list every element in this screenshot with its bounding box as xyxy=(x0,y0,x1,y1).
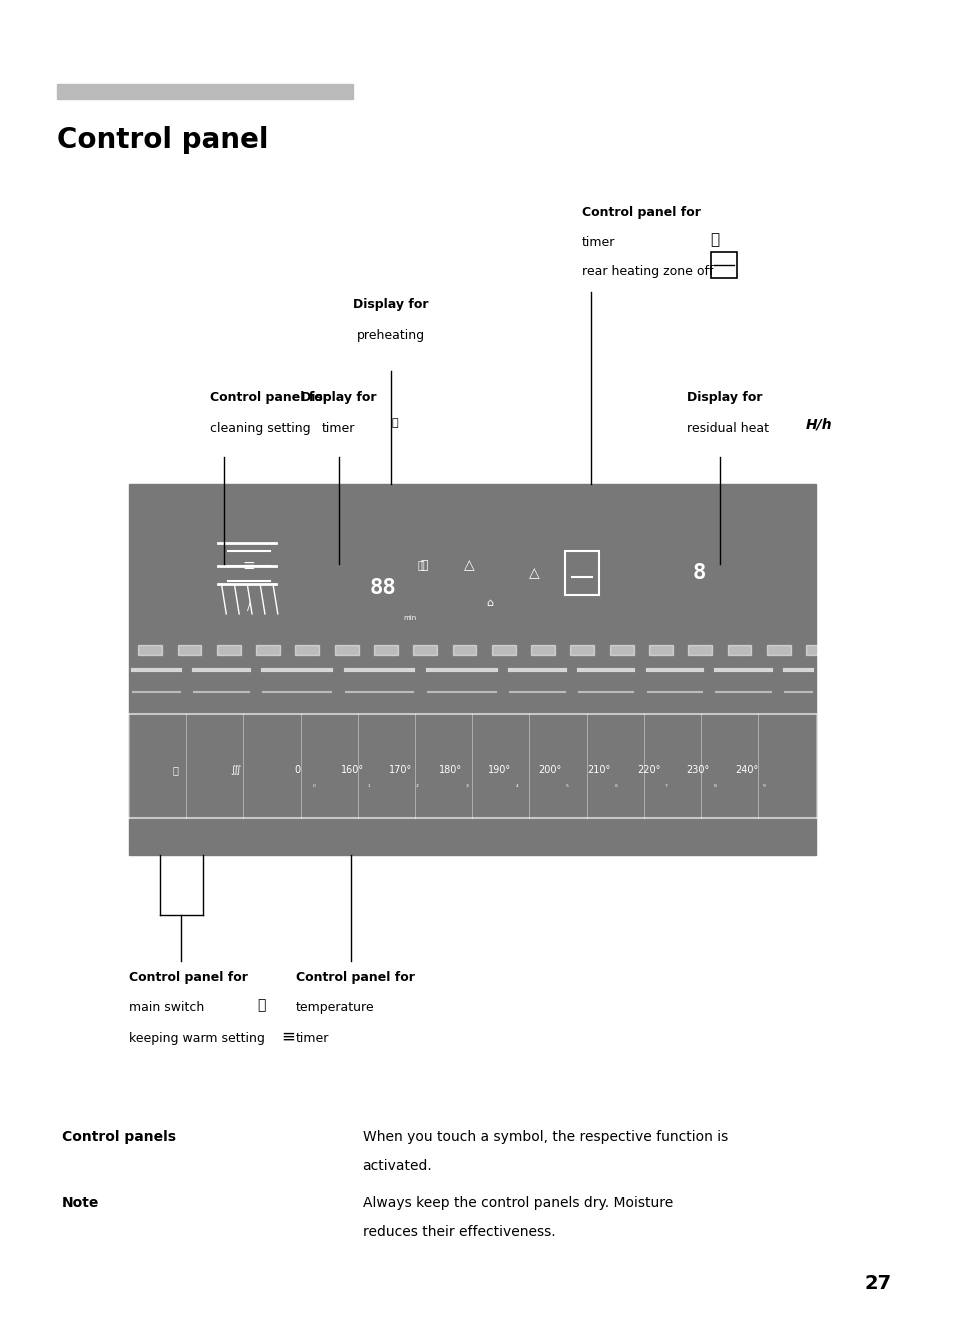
Text: Display for: Display for xyxy=(300,391,376,404)
Text: H/h: H/h xyxy=(805,418,832,432)
Text: Control panel for: Control panel for xyxy=(129,971,248,984)
Text: cleaning setting: cleaning setting xyxy=(210,422,310,435)
Text: Control panel for: Control panel for xyxy=(210,391,329,404)
Bar xyxy=(295,646,319,655)
Bar xyxy=(609,646,633,655)
Bar xyxy=(531,646,555,655)
Text: reduces their effectiveness.: reduces their effectiveness. xyxy=(362,1225,555,1240)
Text: ₃: ₃ xyxy=(466,782,468,788)
Bar xyxy=(687,646,711,655)
Text: Note: Note xyxy=(62,1196,99,1211)
Text: 190°: 190° xyxy=(488,765,511,774)
Text: ₀: ₀ xyxy=(313,782,315,788)
Bar xyxy=(766,646,790,655)
Text: When you touch a symbol, the respective function is: When you touch a symbol, the respective … xyxy=(362,1130,727,1144)
Bar xyxy=(256,646,280,655)
Text: temperature: temperature xyxy=(295,1001,374,1014)
Bar xyxy=(138,646,162,655)
Text: rear heating zone off: rear heating zone off xyxy=(581,265,713,278)
Bar xyxy=(413,646,436,655)
Text: ₄: ₄ xyxy=(515,782,517,788)
Text: activated.: activated. xyxy=(362,1159,432,1174)
Text: ≡: ≡ xyxy=(242,558,255,573)
Bar xyxy=(805,646,829,655)
Text: Ⓟ: Ⓟ xyxy=(172,765,178,774)
Bar xyxy=(492,646,516,655)
Text: Control panels: Control panels xyxy=(62,1130,175,1144)
Text: ⌂: ⌂ xyxy=(485,598,493,607)
Text: preheating: preheating xyxy=(356,329,425,342)
Text: ⛔: ⛔ xyxy=(420,560,428,573)
Text: △: △ xyxy=(528,566,538,579)
Text: 220°: 220° xyxy=(637,765,659,774)
Text: 180°: 180° xyxy=(438,765,461,774)
Text: ∭: ∭ xyxy=(230,765,240,774)
Text: 88: 88 xyxy=(369,578,395,598)
Text: ⌛: ⌛ xyxy=(710,232,720,247)
Text: residual heat: residual heat xyxy=(686,422,768,435)
Text: /: / xyxy=(247,602,251,611)
Text: Control panel: Control panel xyxy=(57,126,269,154)
Bar xyxy=(335,646,358,655)
Text: △: △ xyxy=(463,558,474,573)
Bar xyxy=(452,646,476,655)
Text: ₂: ₂ xyxy=(416,782,418,788)
Text: 8: 8 xyxy=(692,564,705,583)
Bar xyxy=(129,484,815,855)
Text: Display for: Display for xyxy=(686,391,761,404)
Bar xyxy=(374,646,397,655)
Text: Control panel for: Control panel for xyxy=(295,971,415,984)
Text: Display for: Display for xyxy=(353,298,429,312)
Text: timer: timer xyxy=(581,236,615,249)
Text: ₈: ₈ xyxy=(713,782,716,788)
Text: ⏻: ⏻ xyxy=(257,998,266,1013)
Text: Always keep the control panels dry. Moisture: Always keep the control panels dry. Mois… xyxy=(362,1196,672,1211)
Text: min: min xyxy=(403,615,416,621)
Text: 210°: 210° xyxy=(587,765,610,774)
Text: timer: timer xyxy=(322,422,355,435)
Text: ₉: ₉ xyxy=(762,782,764,788)
Text: Control panel for: Control panel for xyxy=(581,206,700,219)
Text: 230°: 230° xyxy=(685,765,708,774)
Text: keeping warm setting: keeping warm setting xyxy=(129,1032,264,1045)
Bar xyxy=(57,84,353,99)
Bar xyxy=(570,646,594,655)
Text: 27: 27 xyxy=(863,1274,890,1293)
Text: 🧹: 🧹 xyxy=(391,418,397,428)
Text: 170°: 170° xyxy=(388,765,412,774)
Bar xyxy=(564,550,598,595)
Bar xyxy=(177,646,201,655)
Text: 🔔: 🔔 xyxy=(417,561,423,570)
Text: ≡: ≡ xyxy=(281,1028,295,1046)
Text: timer: timer xyxy=(295,1032,329,1045)
Bar xyxy=(216,646,240,655)
Text: ₇: ₇ xyxy=(664,782,666,788)
Bar xyxy=(727,646,751,655)
Text: 200°: 200° xyxy=(537,765,561,774)
Text: ₅: ₅ xyxy=(565,782,568,788)
Text: ₁: ₁ xyxy=(368,782,370,788)
Bar xyxy=(710,252,737,278)
Text: 240°: 240° xyxy=(735,765,758,774)
Text: ₆: ₆ xyxy=(615,782,618,788)
Text: 0: 0 xyxy=(294,765,300,774)
Bar xyxy=(648,646,672,655)
Text: 160°: 160° xyxy=(340,765,363,774)
Text: main switch: main switch xyxy=(129,1001,204,1014)
